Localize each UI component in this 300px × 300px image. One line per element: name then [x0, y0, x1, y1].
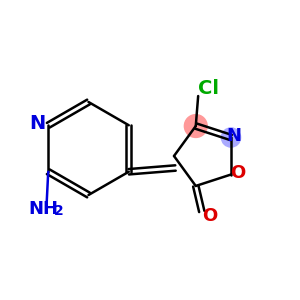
Text: N: N — [30, 114, 46, 133]
Circle shape — [184, 115, 207, 137]
Text: O: O — [230, 164, 245, 182]
Circle shape — [221, 128, 241, 147]
Text: Cl: Cl — [198, 79, 219, 98]
Text: N: N — [226, 127, 242, 145]
Text: NH: NH — [29, 200, 59, 218]
Text: 2: 2 — [54, 204, 64, 218]
Text: O: O — [202, 207, 217, 225]
